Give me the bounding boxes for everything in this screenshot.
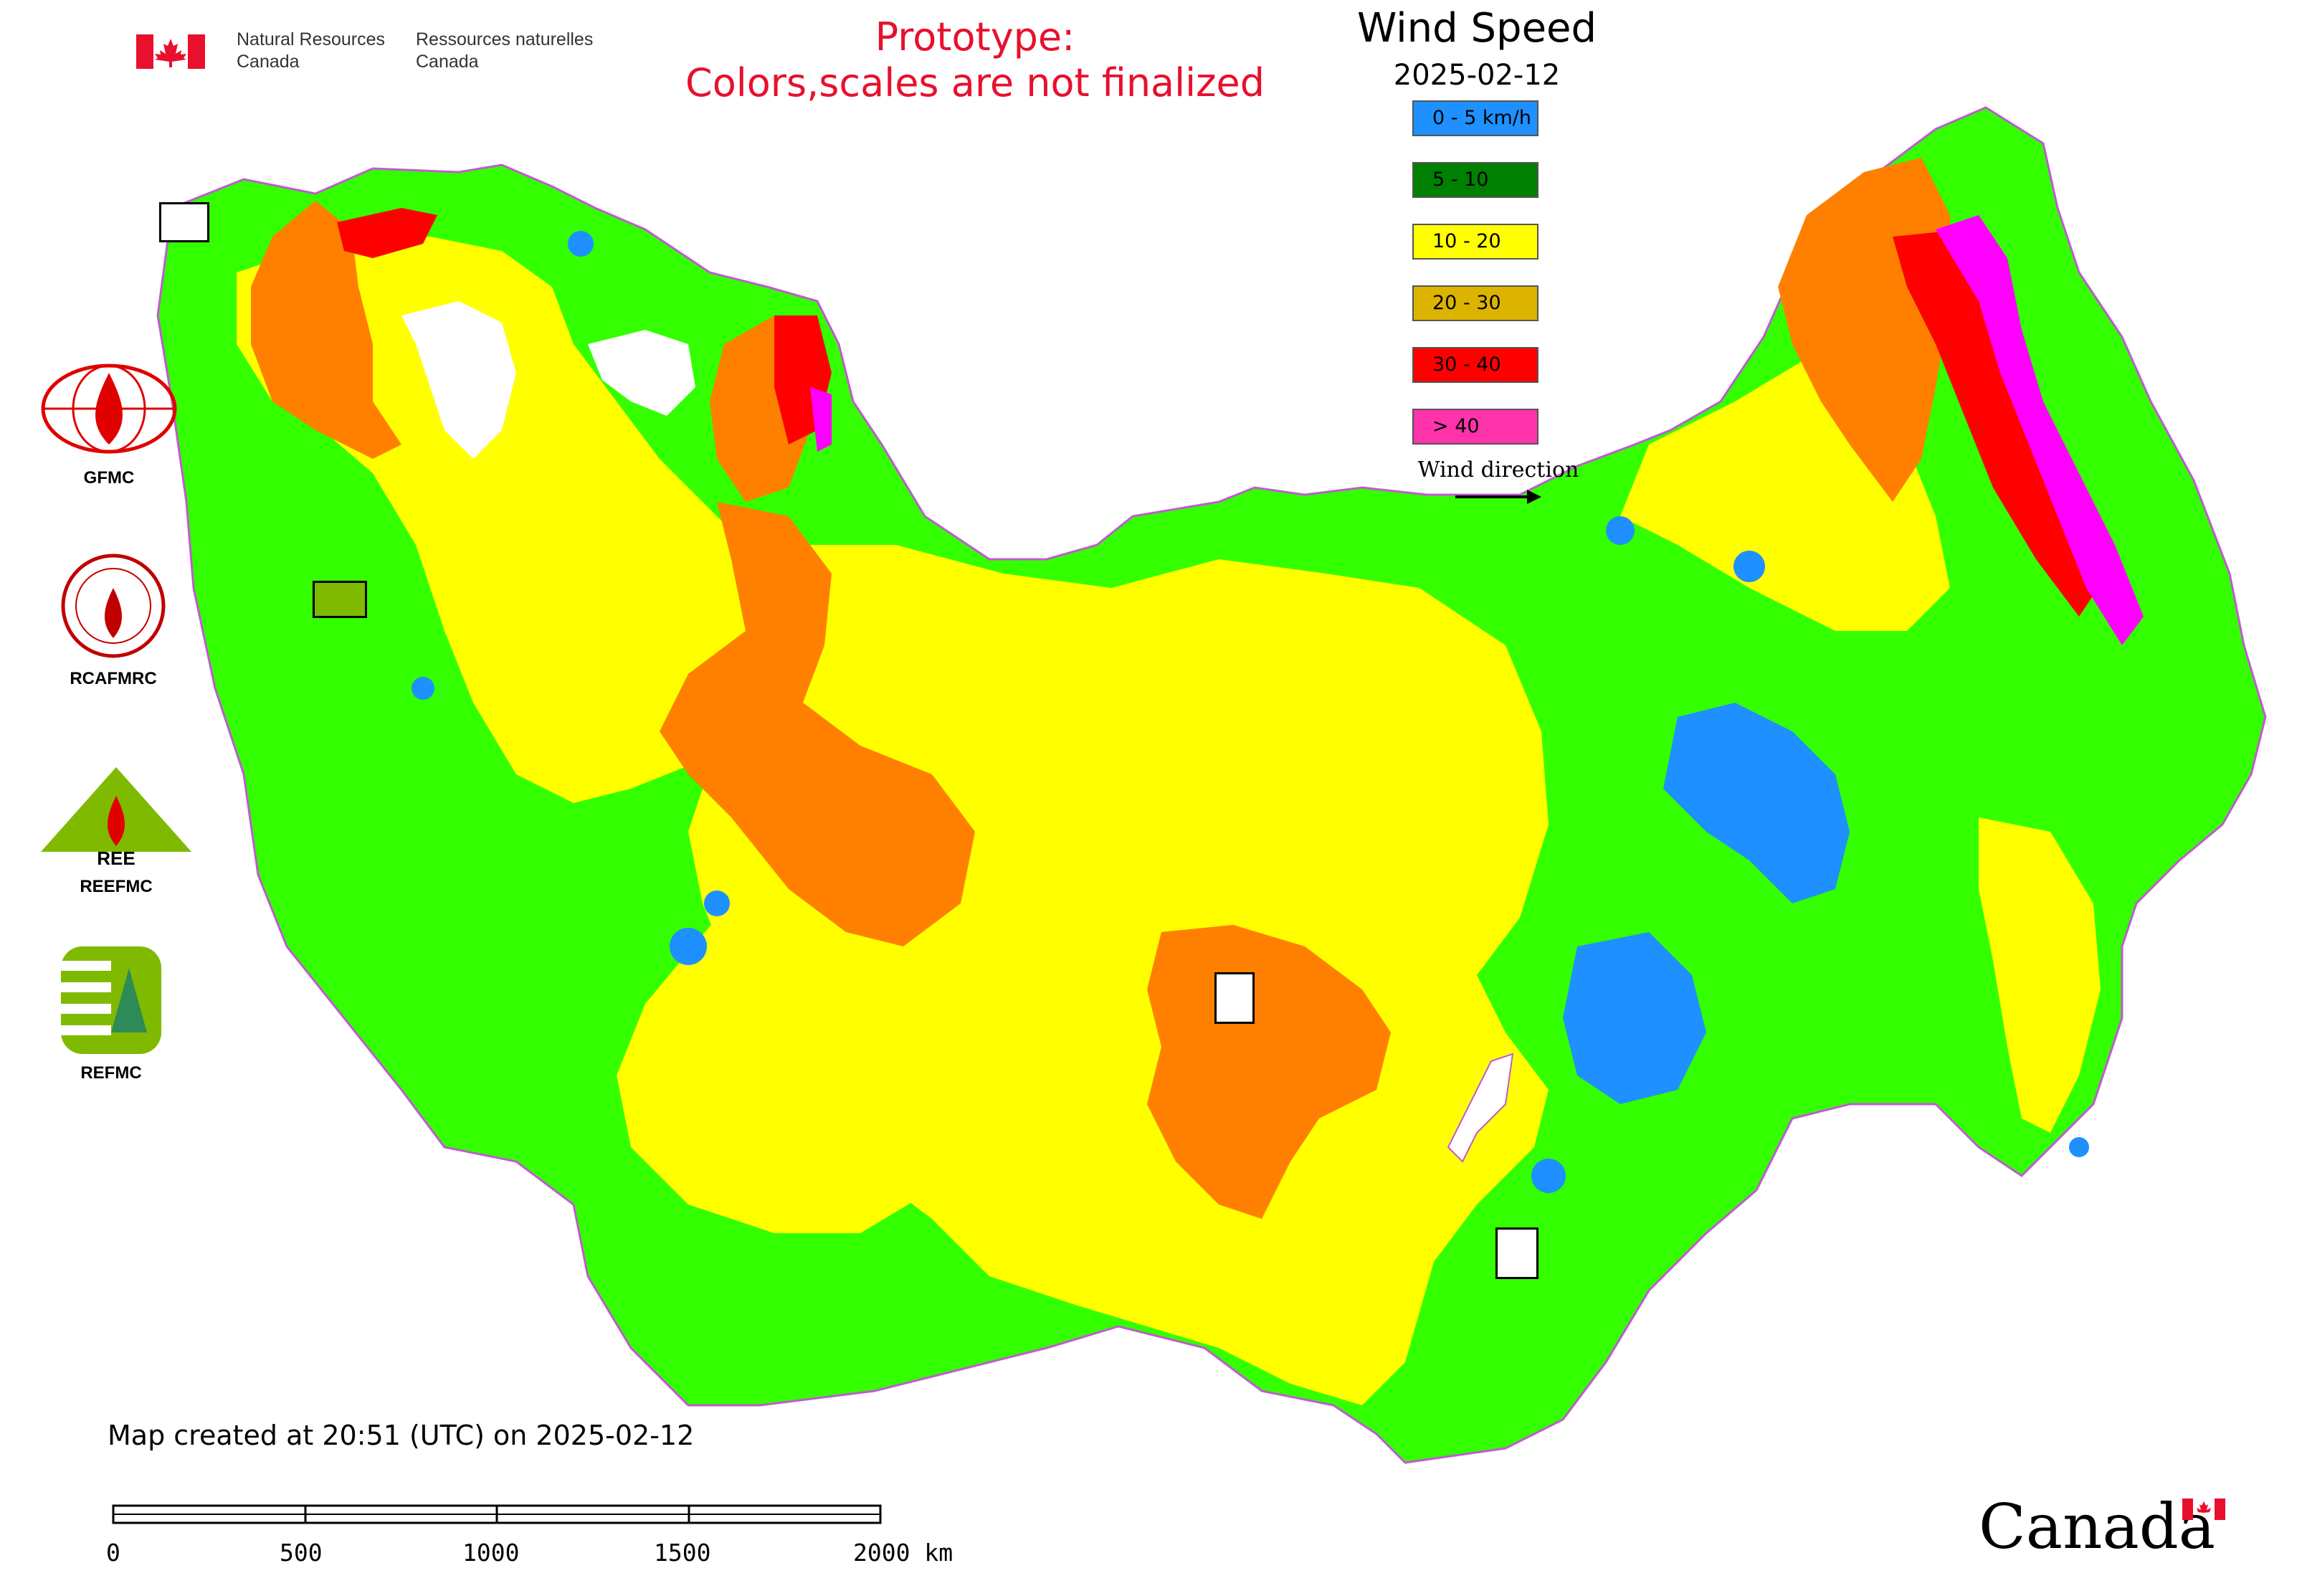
rcafmrc-map-marker[interactable] — [1495, 1227, 1538, 1279]
refmc-logo: REFMC — [43, 946, 179, 1083]
zone-calm-yakutia — [1663, 703, 1850, 903]
legend-item: 30 - 40 — [1412, 347, 1538, 383]
reefmc-map-marker[interactable] — [313, 581, 367, 618]
department-name-en: Natural Resources Canada — [237, 29, 386, 72]
zone-calm-spot — [2069, 1137, 2089, 1157]
scale-bar: 0 500 1000 1500 2000 km — [106, 1498, 968, 1585]
water-baikal — [1447, 1053, 1514, 1163]
rcafmrc-label: RCAFMRC — [70, 669, 157, 688]
zone-gale-kamchatka — [1936, 215, 2144, 645]
zone-calm-spot — [1531, 1159, 1566, 1193]
gfmc-logo: GFMC — [37, 358, 181, 488]
zone-calm-spot — [412, 677, 434, 700]
prototype-notice: Prototype: Colors,scales are not finaliz… — [685, 14, 1265, 105]
department-name-fr: Ressources naturelles Canada — [416, 29, 594, 72]
legend-item: 5 - 10 — [1412, 162, 1538, 198]
map-legend: 0 - 5 km/h 5 - 10 10 - 20 20 - 30 30 - 4… — [1391, 100, 1606, 504]
reefmc-emblem-icon: REE — [41, 767, 191, 869]
zone-calm-baikal-east — [1563, 932, 1706, 1104]
gfmc-map-marker[interactable] — [159, 202, 209, 242]
zone-calm-spot — [1606, 516, 1635, 545]
refmc-label: REFMC — [80, 1063, 142, 1083]
scale-label: 1500 — [654, 1539, 711, 1567]
legend-item: 0 - 5 km/h — [1412, 100, 1538, 136]
map-title: Wind Speed — [1356, 5, 1597, 52]
zone-gale-kola — [810, 387, 832, 452]
scale-label: 1000 — [462, 1539, 520, 1567]
gfmc-emblem-icon — [41, 364, 177, 454]
svg-text:REE: REE — [97, 847, 135, 868]
refmc-emblem-icon — [61, 946, 161, 1054]
wind-direction-label: Wind direction — [1417, 457, 1579, 483]
scale-label: 2000 km — [853, 1539, 953, 1567]
rcafmrc-emblem-icon — [61, 554, 166, 658]
zone-fresh-scandinavia — [251, 201, 401, 459]
zone-calm-spot — [670, 928, 707, 965]
reefmc-label: REEFMC — [80, 877, 153, 896]
canada-wordmark-flag-icon — [2182, 1498, 2226, 1520]
zone-moderate-south — [617, 918, 989, 1233]
zone-calm-spot — [704, 890, 730, 916]
legend-item: > 40 — [1412, 409, 1538, 445]
canada-wordmark: Canada — [1979, 1491, 2226, 1563]
wind-direction-arrow-icon — [1455, 490, 1541, 504]
legend-item: 20 - 30 — [1412, 285, 1538, 321]
zone-calm-spot — [568, 231, 594, 257]
scale-label: 500 — [280, 1539, 323, 1567]
map-created-timestamp: Map created at 20:51 (UTC) on 2025-02-12 — [108, 1420, 695, 1451]
zone-strong-norway — [337, 208, 437, 258]
map-date: 2025-02-12 — [1393, 59, 1561, 92]
zone-moderate-west — [237, 237, 789, 803]
canada-flag-icon — [136, 34, 205, 69]
water-white-sea — [588, 330, 695, 416]
zone-calm-spot — [1733, 551, 1765, 582]
zone-fresh-siberia — [1147, 925, 1391, 1219]
legend-item: 10 - 20 — [1412, 224, 1538, 260]
water-baltic — [401, 301, 516, 459]
zone-strong-kamchatka — [1893, 229, 2108, 617]
reefmc-logo: REE REEFMC — [37, 767, 195, 897]
scale-label: 0 — [106, 1539, 120, 1567]
refmc-map-marker[interactable] — [1214, 972, 1255, 1024]
map-title-block: Wind Speed 2025-02-12 — [1319, 0, 1635, 93]
zone-fresh-urals — [660, 502, 975, 946]
government-signature: Natural Resources Canada Ressources natu… — [136, 29, 595, 75]
rcafmrc-logo: RCAFMRC — [56, 552, 171, 689]
zone-moderate-far-east — [1979, 817, 2101, 1133]
gfmc-label: GFMC — [83, 468, 135, 488]
scale-bar-graphic — [112, 1504, 882, 1524]
